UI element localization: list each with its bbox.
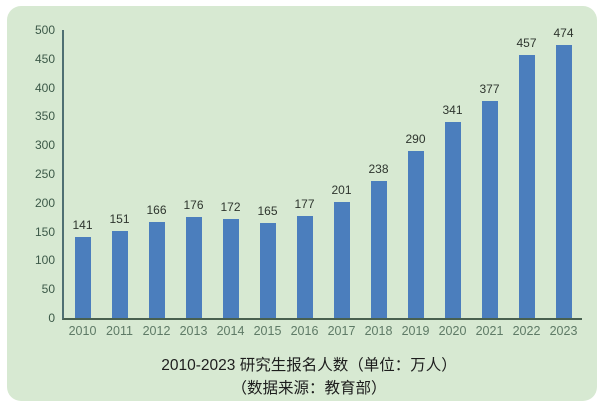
- chart-subtitle: （数据来源：教育部）: [231, 380, 387, 397]
- bar-value-label: 172: [220, 199, 241, 214]
- bar-group-2012: 166: [138, 30, 175, 318]
- bar-2017: [333, 202, 350, 318]
- y-tick-label: 100: [34, 253, 55, 268]
- bar-2014: [222, 218, 239, 318]
- y-axis: 0 50 100 150 200 250 300 350 400 450 500: [13, 23, 55, 325]
- chart-title: 2010-2023 研究生报名人数（单位：万人）: [161, 357, 457, 374]
- bar-2022: [518, 54, 535, 318]
- bar-2020: [444, 121, 461, 318]
- y-tick-label: 500: [34, 23, 55, 37]
- bar-group-2015: 165: [249, 30, 286, 318]
- bar-group-2021: 377: [471, 30, 508, 318]
- x-tick-label: 2010: [68, 324, 97, 338]
- x-tick-label: 2014: [216, 324, 245, 338]
- x-tick-label: 2017: [327, 324, 356, 338]
- x-tick-label: 2018: [364, 324, 393, 338]
- bar-value-label: 176: [183, 197, 204, 212]
- x-tick-label: 2015: [253, 324, 282, 338]
- bar-group-2017: 201: [323, 30, 360, 318]
- y-tick-label: 400: [34, 80, 55, 95]
- y-tick-label: 450: [34, 51, 55, 66]
- bar-2018: [370, 180, 387, 318]
- bar-2021: [481, 100, 498, 318]
- bar-value-label: 290: [405, 131, 426, 146]
- x-tick-label: 2023: [549, 324, 578, 338]
- bar-group-2020: 341: [434, 30, 471, 318]
- bar-value-label: 151: [109, 212, 130, 227]
- bar-value-label: 457: [516, 35, 537, 50]
- bar-2023: [555, 44, 572, 318]
- y-tick-label: 250: [34, 167, 55, 181]
- y-tick-label: 300: [34, 138, 55, 153]
- x-tick-label: 2011: [106, 324, 133, 338]
- bar-value-label: 201: [331, 183, 352, 198]
- bar-2010: [74, 236, 91, 318]
- bar-value-label: 238: [368, 161, 389, 176]
- title-block: 2010-2023 研究生报名人数（单位：万人） （数据来源：教育部）: [7, 354, 604, 400]
- bar-value-label: 141: [72, 217, 93, 232]
- bar-2015: [259, 222, 276, 318]
- y-tick-label: 50: [41, 282, 55, 297]
- y-tick-label: 350: [34, 109, 55, 124]
- bar-2016: [296, 216, 313, 318]
- x-tick-label: 2021: [475, 324, 504, 338]
- y-tick-label: 0: [48, 311, 55, 325]
- bar-value-label: 341: [442, 102, 463, 117]
- bar-group-2022: 457: [508, 30, 545, 318]
- bar-group-2010: 141: [64, 30, 101, 318]
- x-tick-label: 2020: [438, 324, 467, 338]
- plot-area: 141 151 166 176 172 165 177 201 238 290 341 377 457 4…: [62, 26, 582, 320]
- bar-group-2016: 177: [286, 30, 323, 318]
- y-tick-label: 150: [34, 224, 55, 239]
- x-tick-label: 2019: [401, 324, 430, 338]
- bar-2012: [148, 222, 165, 318]
- bar-2011: [111, 231, 128, 318]
- x-tick-label: 2016: [290, 324, 319, 338]
- bar-group-2013: 176: [175, 30, 212, 318]
- y-tick-label: 200: [34, 195, 55, 210]
- bar-value-label: 474: [553, 25, 574, 40]
- bar-value-label: 177: [294, 197, 315, 212]
- bar-group-2019: 290: [397, 30, 434, 318]
- bar-value-label: 377: [479, 81, 500, 96]
- bar-group-2011: 151: [101, 30, 138, 318]
- bar-2019: [407, 150, 424, 318]
- x-tick-label: 2012: [142, 324, 171, 338]
- bar-group-2023: 474: [545, 26, 582, 318]
- bar-value-label: 166: [146, 203, 167, 218]
- x-axis: 2010 2011 2012 2013 2014 2015 2016 2017 2018 2019…: [64, 324, 582, 338]
- bar-group-2018: 238: [360, 30, 397, 318]
- bar-2013: [185, 216, 202, 318]
- chart-panel: 0 50 100 150 200 250 300 350 400 450 500 141 151 166…: [7, 6, 597, 401]
- bar-group-2014: 172: [212, 30, 249, 318]
- x-tick-label: 2022: [512, 324, 541, 338]
- x-tick-label: 2013: [179, 324, 208, 338]
- bar-value-label: 165: [257, 203, 278, 218]
